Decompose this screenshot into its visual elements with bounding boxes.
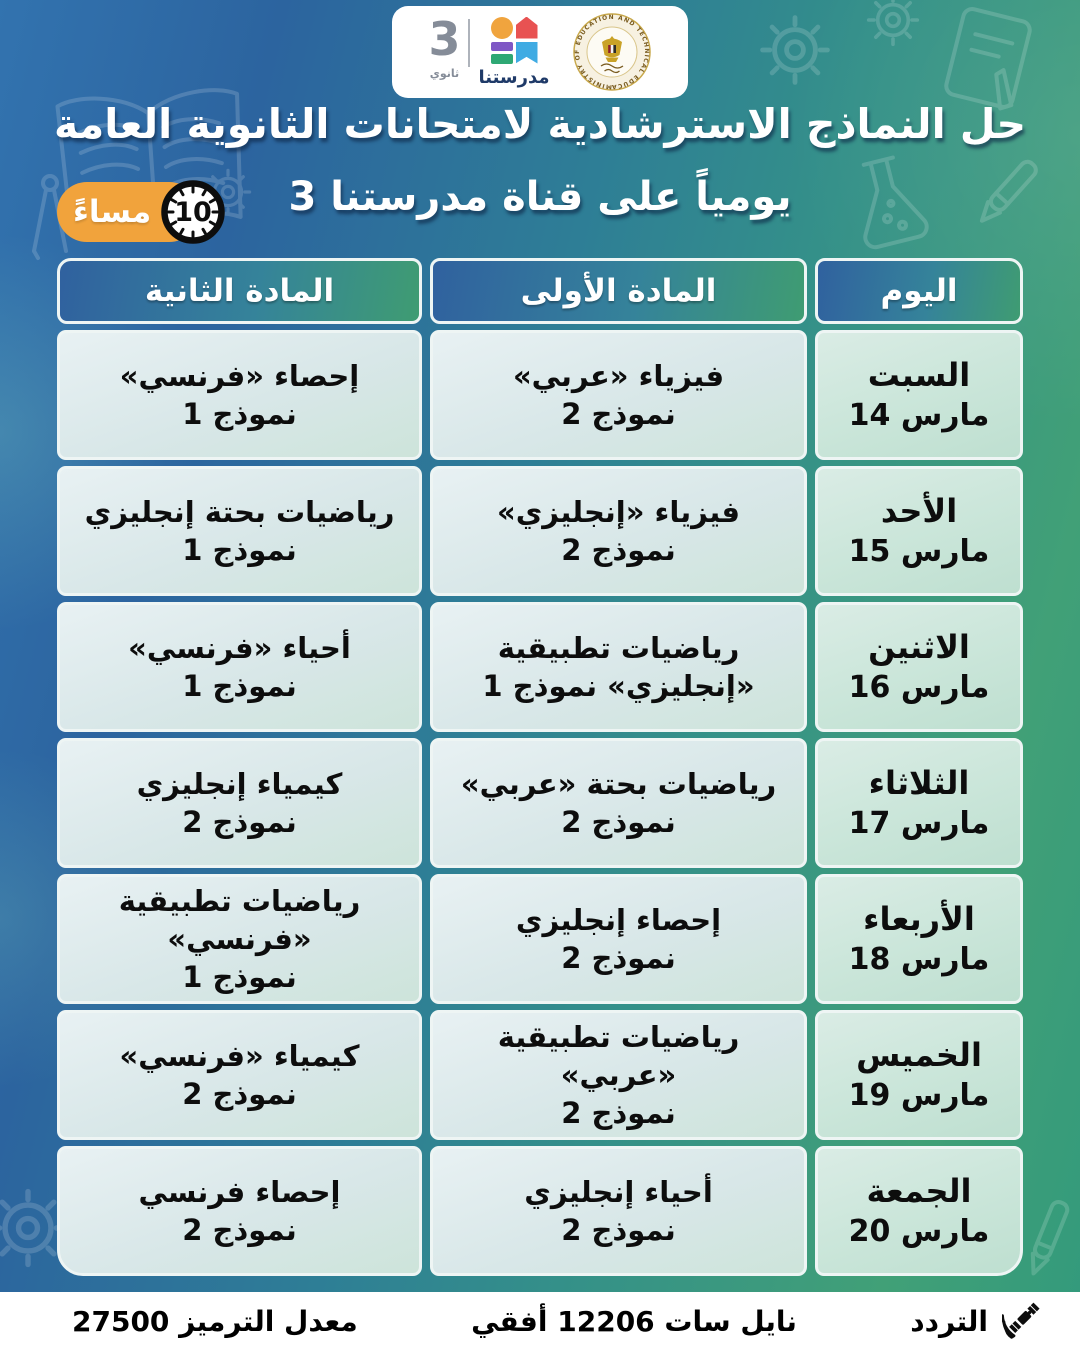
schedule-table: اليوم المادة الأولى المادة الثانية السبت… xyxy=(57,258,1023,1276)
subject-line1: إحصاء «فرنسي» xyxy=(119,358,360,393)
day-name: الجمعة xyxy=(866,1172,972,1211)
day-cell: الخميس 19 مارس xyxy=(815,1010,1023,1140)
first-subject-cell: رياضيات تطبيقية «إنجليزي» نموذج 1 xyxy=(430,602,807,732)
ministry-logo: MINISTRY OF EDUCATION AND TECHNICAL EDUC… xyxy=(572,12,651,91)
subject-line1: رياضيات تطبيقية «فرنسي» xyxy=(118,883,361,956)
day-cell: الجمعة 20 مارس xyxy=(815,1146,1023,1276)
day-date: 15 مارس xyxy=(848,534,990,570)
day-cell: السبت 14 مارس xyxy=(815,330,1023,460)
subject-line2: نموذج 1 xyxy=(182,533,297,567)
frequency-group: التردد xyxy=(910,1299,1046,1343)
purple-green-bars-shape xyxy=(490,41,513,64)
day-name: الاثنين xyxy=(868,628,970,667)
channel-tier-label: ثانوي xyxy=(429,66,460,80)
second-subject-cell: أحياء «فرنسي» نموذج 1 xyxy=(57,602,422,732)
subject-line2: «إنجليزي» نموذج 1 xyxy=(482,669,755,703)
orange-circle-shape xyxy=(490,16,513,39)
clock-hour: 10 xyxy=(174,197,212,228)
day-cell: الثلاثاء 17 مارس xyxy=(815,738,1023,868)
madrasetna-shapes-icon xyxy=(490,16,538,64)
day-date: 17 مارس xyxy=(848,806,990,842)
evening-label: مساءً xyxy=(73,194,152,230)
subject-line2: نموذج 2 xyxy=(561,1213,676,1247)
day-name: السبت xyxy=(867,356,971,395)
channel-name: مدرستنا xyxy=(478,66,550,88)
channel-number: 3 xyxy=(428,11,461,66)
day-name: الأحد xyxy=(880,492,958,531)
subject-line1: فيزياء «إنجليزي» xyxy=(496,494,741,529)
subject-line1: رياضيات تطبيقية «عربي» xyxy=(497,1019,740,1092)
second-subject-cell: إحصاء «فرنسي» نموذج 1 xyxy=(57,330,422,460)
subject-line2: نموذج 2 xyxy=(561,805,676,839)
day-cell: الأحد 15 مارس xyxy=(815,466,1023,596)
day-cell: الأربعاء 18 مارس xyxy=(815,874,1023,1004)
symbol-rate: معدل الترميز 27500 xyxy=(72,1304,358,1338)
satellite-info: نايل سات 12206 أفقي xyxy=(471,1304,797,1338)
time-badge: مساءً 10 xyxy=(57,178,259,246)
madrasetna-channel-logo: 3 ثانوي مدرستنا xyxy=(428,11,550,88)
clock-icon: 10 xyxy=(159,178,227,246)
day-name: الثلاثاء xyxy=(868,764,970,803)
day-date: 18 مارس xyxy=(848,942,990,978)
frequency-bar: التردد نايل سات 12206 أفقي معدل الترميز … xyxy=(0,1292,1080,1350)
subject-line1: رياضيات تطبيقية xyxy=(497,630,740,665)
frequency-label: التردد xyxy=(910,1304,988,1338)
subject-line2: نموذج 2 xyxy=(561,1096,676,1131)
subject-line2: نموذج 1 xyxy=(182,669,297,703)
first-subject-cell: فيزياء «عربي» نموذج 2 xyxy=(430,330,807,460)
subject-line1: أحياء إنجليزي xyxy=(524,1174,713,1209)
second-subject-cell: كيمياء إنجليزي نموذج 2 xyxy=(57,738,422,868)
poster-title-line1: حل النماذج الاسترشادية لامتحانات الثانوي… xyxy=(53,100,1027,148)
subject-line1: كيمياء «فرنسي» xyxy=(119,1038,360,1073)
column-header-day: اليوم xyxy=(815,258,1023,324)
day-date: 19 مارس xyxy=(848,1078,990,1114)
subject-line1: رياضيات بحتة إنجليزي xyxy=(84,494,395,529)
satellite-icon xyxy=(1002,1302,1040,1339)
subject-line1: رياضيات بحتة «عربي» xyxy=(460,766,777,801)
subject-line2: نموذج 2 xyxy=(182,1077,297,1111)
day-name: الخميس xyxy=(856,1036,982,1075)
day-date: 16 مارس xyxy=(848,670,990,706)
subject-line2: نموذج 1 xyxy=(182,960,297,995)
second-subject-cell: إحصاء فرنسي نموذج 2 xyxy=(57,1146,422,1276)
subject-line1: إحصاء إنجليزي xyxy=(515,902,722,937)
first-subject-cell: إحصاء إنجليزي نموذج 2 xyxy=(430,874,807,1004)
logo-divider xyxy=(468,18,471,67)
first-subject-cell: أحياء إنجليزي نموذج 2 xyxy=(430,1146,807,1276)
subject-line2: نموذج 2 xyxy=(182,805,297,839)
subject-line2: نموذج 2 xyxy=(561,533,676,567)
day-date: 20 مارس xyxy=(848,1214,990,1250)
column-header-first-subject: المادة الأولى xyxy=(430,258,807,324)
subject-line1: فيزياء «عربي» xyxy=(512,358,725,393)
first-subject-cell: رياضيات تطبيقية «عربي» نموذج 2 xyxy=(430,1010,807,1140)
subject-line2: نموذج 2 xyxy=(182,1213,297,1247)
poster-title-line2: يومياً على قناة مدرستنا 3 xyxy=(288,174,792,220)
day-date: 14 مارس xyxy=(848,398,990,434)
second-subject-cell: رياضيات تطبيقية «فرنسي» نموذج 1 xyxy=(57,874,422,1004)
first-subject-cell: فيزياء «إنجليزي» نموذج 2 xyxy=(430,466,807,596)
day-cell: الاثنين 16 مارس xyxy=(815,602,1023,732)
first-subject-cell: رياضيات بحتة «عربي» نموذج 2 xyxy=(430,738,807,868)
logo-card: 3 ثانوي مدرستنا MINISTRY OF EDUCATION AN… xyxy=(392,6,688,98)
column-header-second-subject: المادة الثانية xyxy=(57,258,422,324)
second-subject-cell: رياضيات بحتة إنجليزي نموذج 1 xyxy=(57,466,422,596)
subject-line2: نموذج 1 xyxy=(182,397,297,431)
subject-line2: نموذج 2 xyxy=(561,941,676,975)
subject-line1: كيمياء إنجليزي xyxy=(136,766,343,801)
subject-line1: إحصاء فرنسي xyxy=(138,1174,341,1209)
subject-line1: أحياء «فرنسي» xyxy=(128,630,351,665)
day-name: الأربعاء xyxy=(863,900,975,939)
blue-bookmark-shape xyxy=(515,41,538,64)
subject-line2: نموذج 2 xyxy=(561,397,676,431)
red-house-shape xyxy=(515,16,538,39)
second-subject-cell: كيمياء «فرنسي» نموذج 2 xyxy=(57,1010,422,1140)
